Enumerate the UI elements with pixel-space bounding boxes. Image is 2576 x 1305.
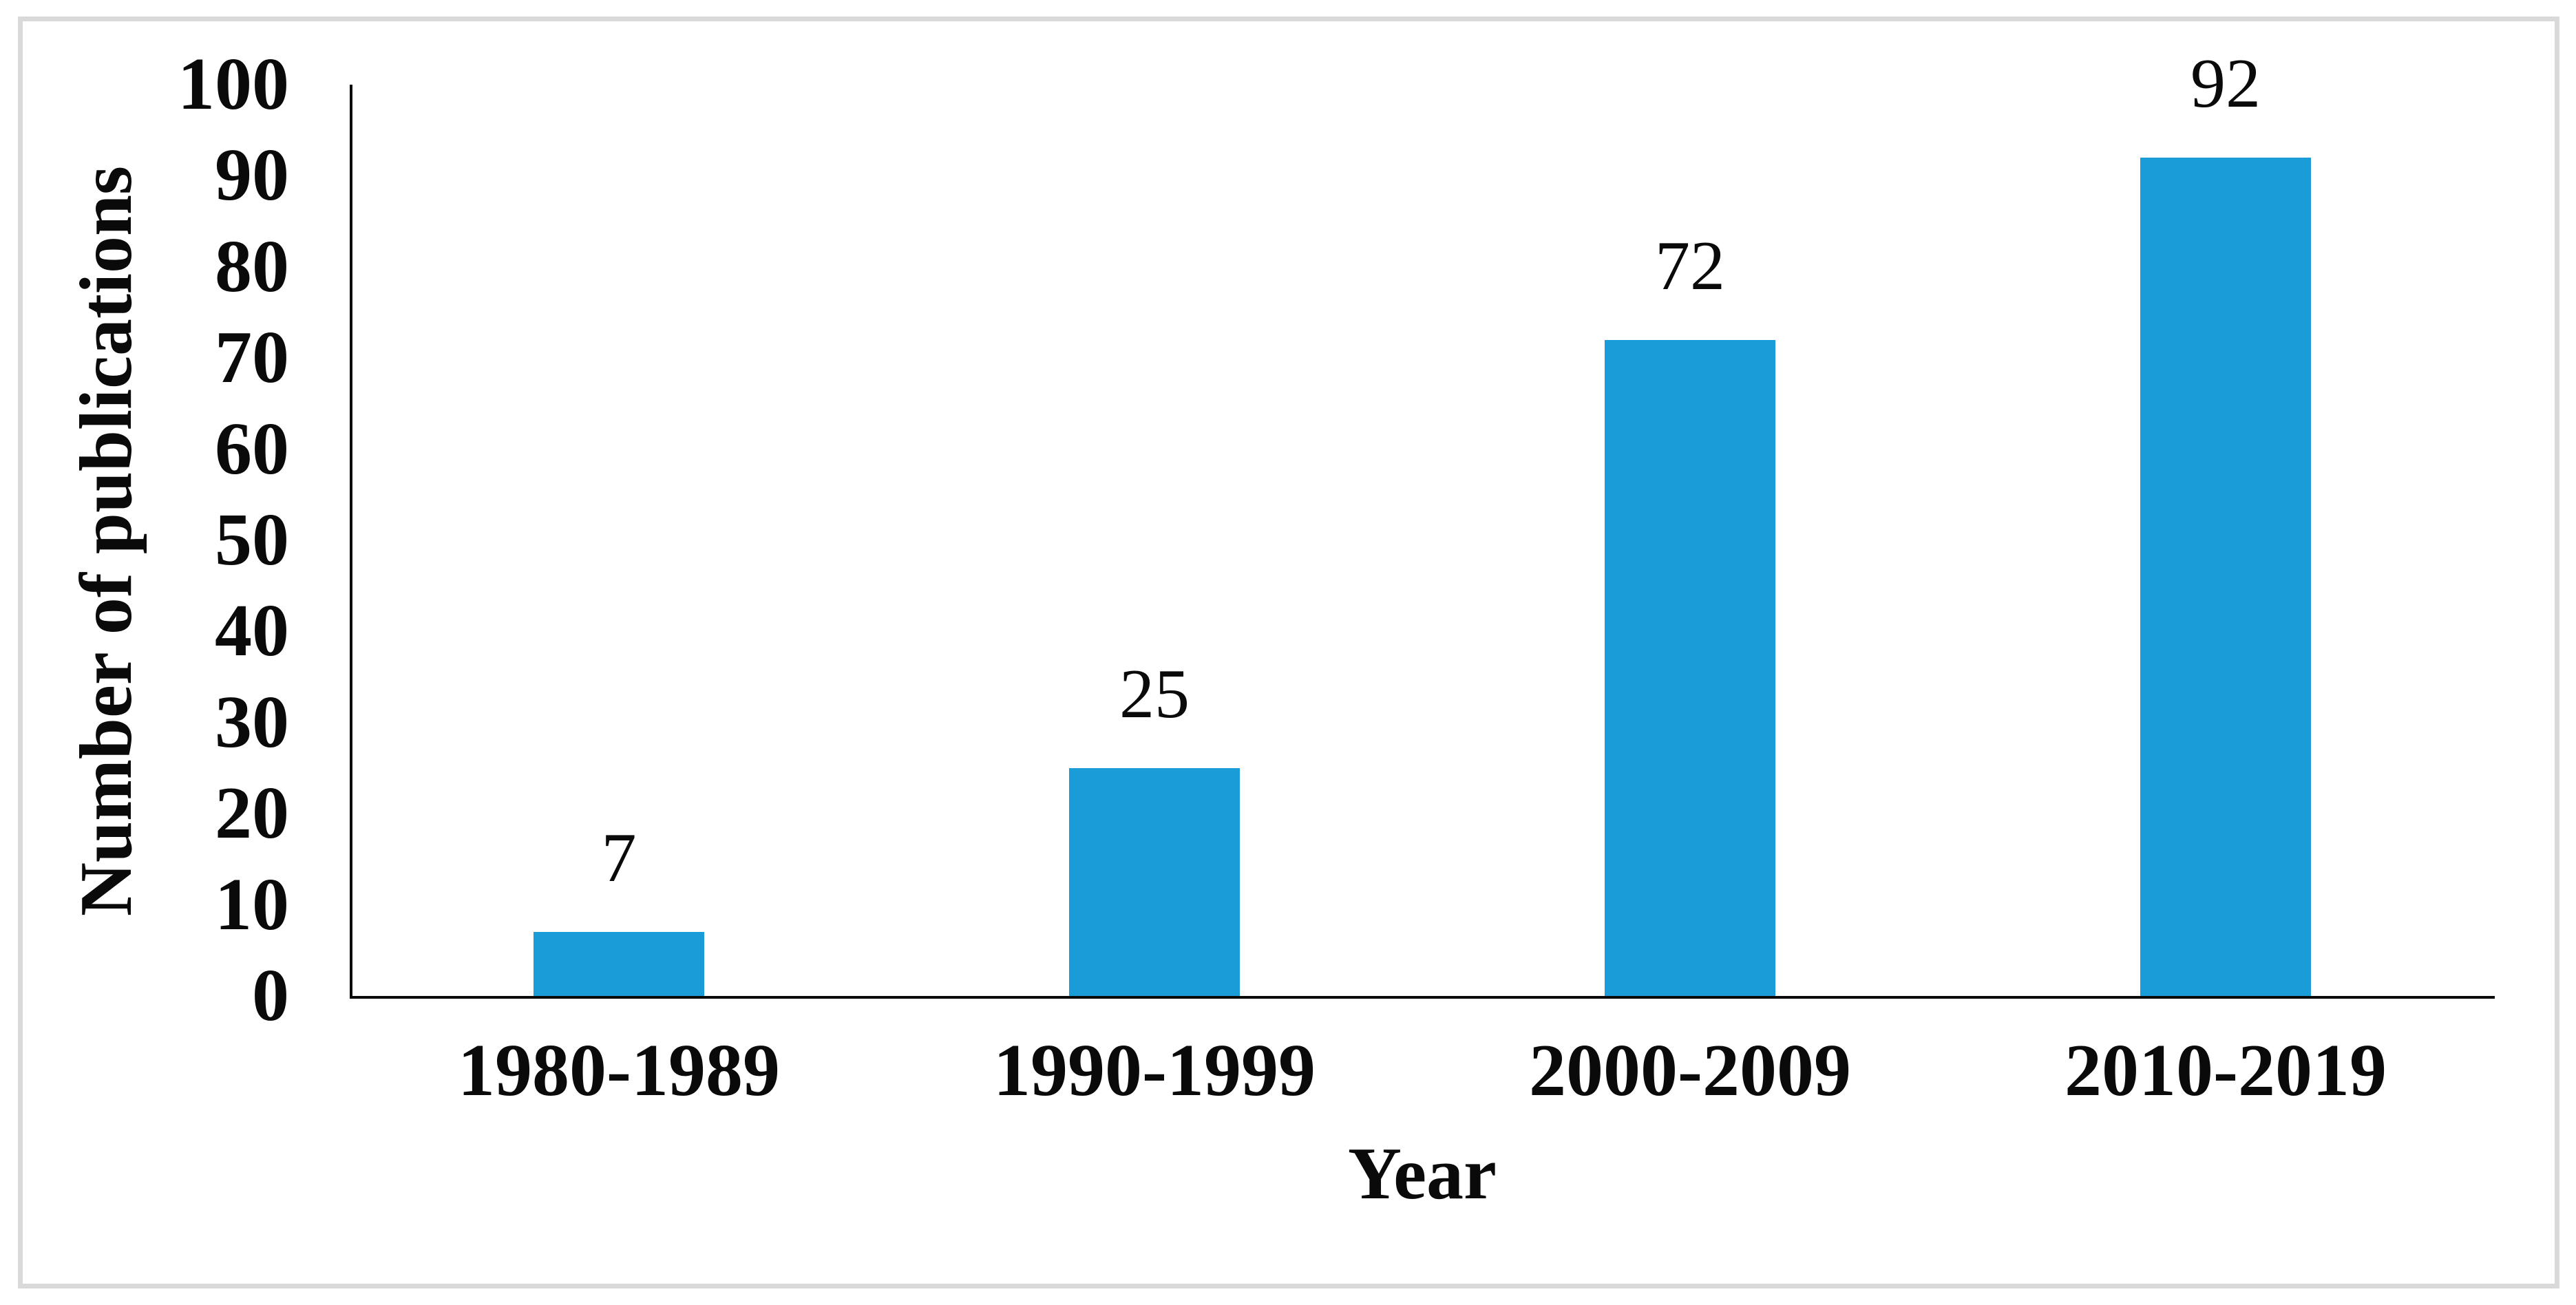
bar-value-label: 72 — [1655, 226, 1725, 305]
bar-value-label: 7 — [601, 819, 637, 898]
y-tick-label: 0 — [252, 955, 289, 1037]
x-category-label: 1980-1989 — [458, 1030, 780, 1112]
y-tick-label: 30 — [215, 681, 289, 763]
bar — [1069, 768, 1240, 996]
bar — [1605, 339, 1775, 996]
x-category-label: 1990-1999 — [993, 1030, 1316, 1112]
y-tick-label: 10 — [215, 863, 289, 946]
bar — [534, 932, 704, 996]
y-tick-label: 60 — [215, 407, 289, 490]
y-tick-label: 50 — [215, 499, 289, 581]
y-tick-label: 80 — [215, 225, 289, 308]
x-axis-line — [350, 996, 2495, 999]
x-category-label: 2010-2019 — [2065, 1030, 2387, 1112]
x-category-label: 2000-2009 — [1529, 1030, 1851, 1112]
y-tick-label: 20 — [215, 772, 289, 855]
figure-frame — [18, 17, 2559, 1288]
y-tick-label: 100 — [178, 43, 289, 125]
y-axis-line — [350, 85, 352, 999]
y-tick-label: 40 — [215, 590, 289, 672]
x-axis-title: Year — [1348, 1133, 1497, 1215]
y-tick-label: 70 — [215, 317, 289, 399]
bar-value-label: 25 — [1119, 655, 1190, 733]
bar-value-label: 92 — [2190, 44, 2261, 123]
y-tick-label: 90 — [215, 134, 289, 217]
bar — [2140, 157, 2311, 996]
